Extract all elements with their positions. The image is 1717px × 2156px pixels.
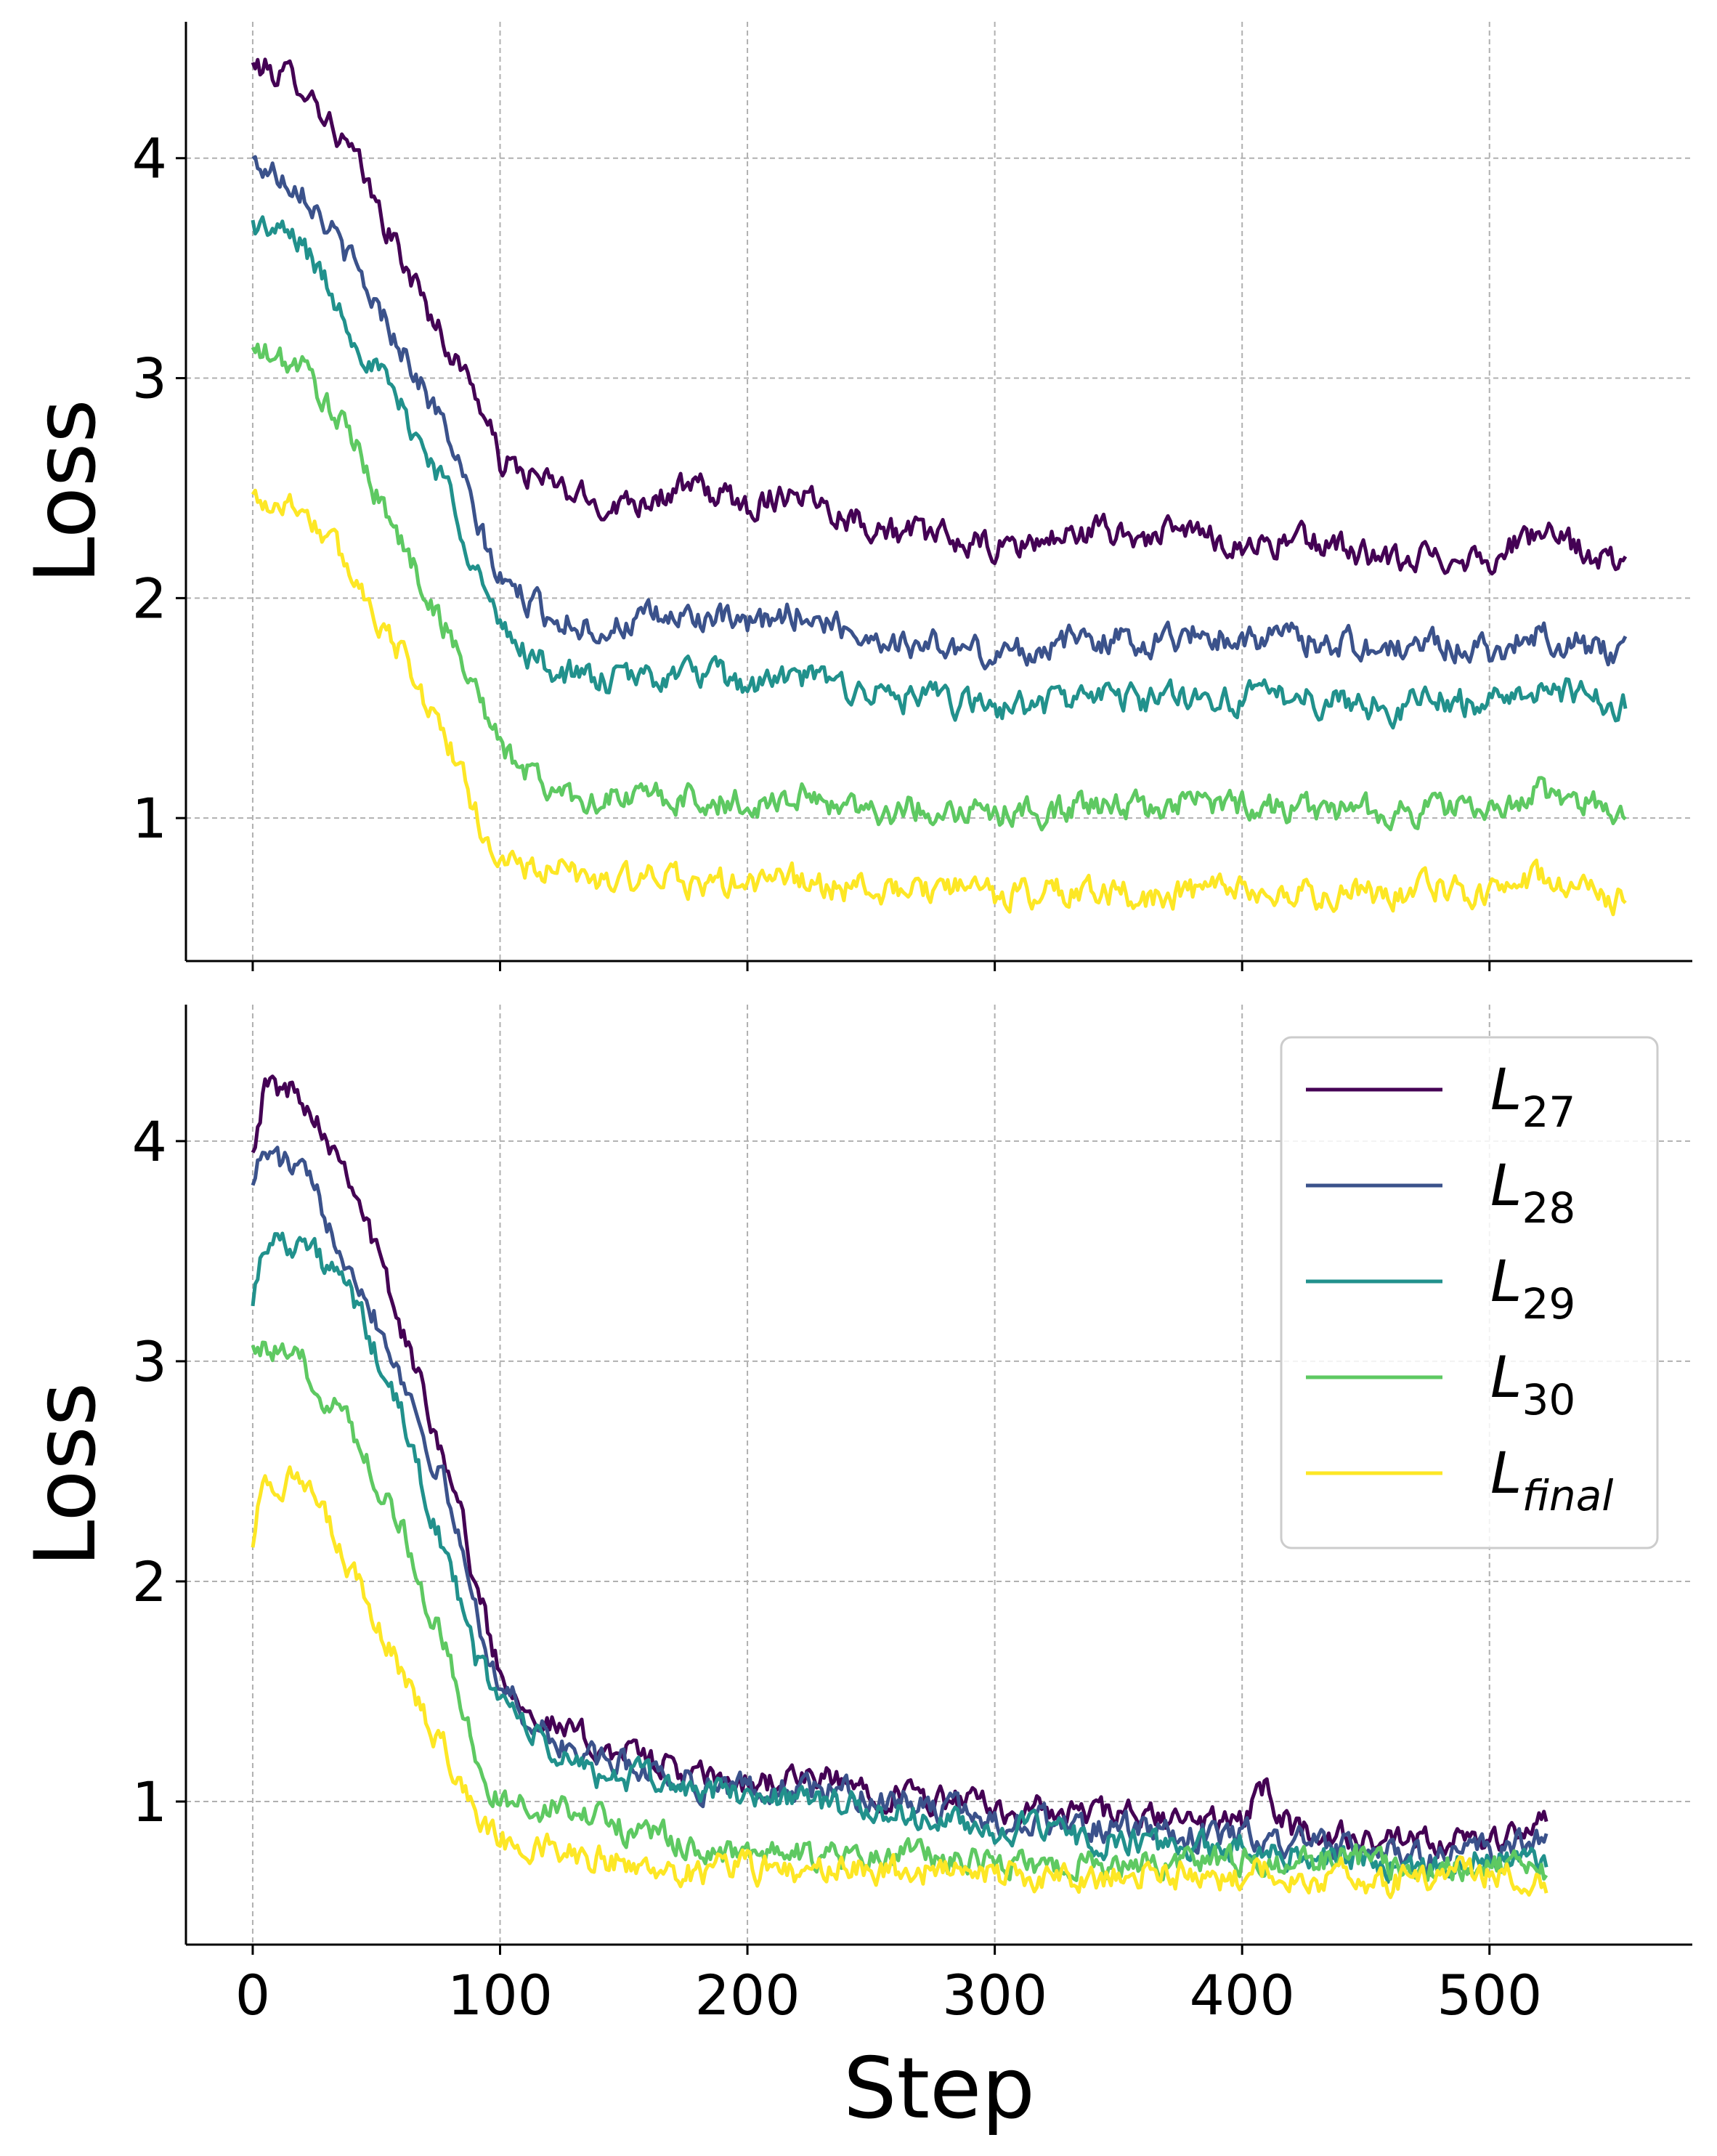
x-tick-label: 500 [1437,1963,1542,2027]
series-line-l30 [251,342,1627,832]
legend-label: L27 [1490,1058,1575,1137]
series-line-l28 [251,1146,1548,1873]
x-tick-label: 100 [447,1963,553,2027]
y-tick-label: 3 [132,1329,167,1394]
series-line-lfinal [251,1465,1548,1900]
x-axis-title: Step [843,2040,1035,2138]
series-line-l27 [251,57,1628,576]
x-tick-label: 0 [235,1963,270,2027]
y-tick-label: 3 [132,346,167,411]
series-line-lfinal [251,488,1627,917]
y-axis-title: Loss [17,399,115,583]
legend-label: L28 [1490,1154,1575,1233]
y-tick-label: 4 [132,1109,167,1174]
series-line-l27 [251,1074,1548,1860]
y-tick-label: 2 [132,1549,167,1614]
legend-label: L29 [1490,1249,1575,1329]
y-tick-label: 1 [132,786,167,851]
x-tick-label: 400 [1190,1963,1295,2027]
top-panel: 1 2 3 4 Loss [17,22,1692,971]
y-tick-label: 2 [132,566,167,631]
series-line-l29 [251,1231,1548,1884]
y-axis-title: Loss [17,1382,115,1567]
legend-box [1280,1036,1659,1549]
x-tick-label: 200 [695,1963,800,2027]
series-line-l28 [251,155,1628,670]
legend: L27 L28 L29 L30 Lfinal [1280,1036,1659,1549]
legend-label: L30 [1490,1345,1575,1424]
series-line-l30 [251,1340,1548,1883]
y-tick-label: 4 [132,126,167,191]
bottom-panel: 0 100 200 300 400 500 1 2 3 4 Loss Step [17,1005,1692,2138]
series-line-l29 [251,215,1628,730]
x-tick-label: 300 [942,1963,1047,2027]
legend-label: Lfinal [1490,1441,1613,1520]
y-tick-label: 1 [132,1770,167,1834]
